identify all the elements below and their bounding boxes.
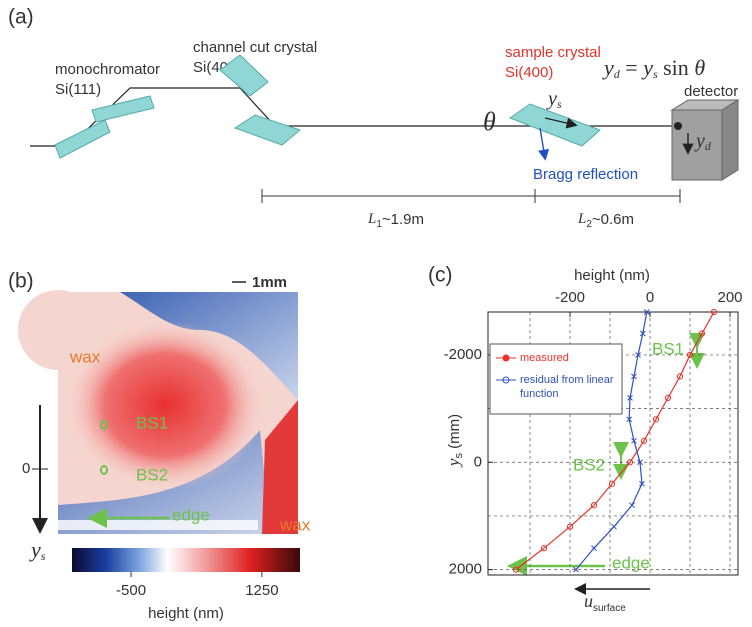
y-tick-label: -2000 — [444, 346, 482, 363]
sym: y — [641, 55, 653, 80]
legend-label: measured — [520, 351, 620, 365]
sym: sin — [658, 55, 695, 80]
y-tick-label: 2000 — [449, 561, 482, 578]
label: detector — [684, 83, 738, 100]
label: channel cut crystal — [193, 39, 317, 56]
annotation: BS1 — [652, 339, 684, 358]
sub: s — [41, 549, 46, 563]
label: monochromator — [55, 61, 160, 78]
sym: L — [577, 211, 586, 227]
sym: ~0.6m — [592, 211, 634, 228]
sym: ~1.9m — [382, 211, 424, 228]
sym: = — [620, 55, 643, 80]
point — [592, 546, 597, 551]
annotation: BS2 — [573, 455, 605, 474]
label: BS1 — [136, 413, 168, 432]
x-tick-label: -200 — [555, 289, 585, 306]
figure: (a) monochromator Si(111) channel cut cr… — [0, 0, 752, 627]
legend-label: residual from linear function — [520, 373, 620, 401]
crystal — [92, 96, 154, 122]
colorbar — [72, 548, 300, 572]
length: L2~0.6m — [577, 211, 634, 230]
label: wax — [69, 347, 101, 366]
equation: yd = ys sin θ — [602, 55, 705, 81]
panel-b: (b) 1mm wax BS1 BS2 edge wax 0 ys height… — [8, 270, 311, 622]
detector-hole — [674, 122, 682, 130]
edge-region — [58, 520, 258, 530]
theta: θ — [483, 107, 496, 136]
label: Si(111) — [55, 81, 101, 98]
crystal — [55, 120, 110, 158]
label: Bragg reflection — [533, 166, 638, 183]
sample-crystal — [510, 104, 600, 146]
length: L1~1.9m — [367, 211, 424, 230]
x-tick-label: 0 — [646, 289, 654, 306]
sub: surface — [593, 603, 626, 614]
x-axis-label: height (nm) — [574, 267, 650, 284]
sym: y — [602, 55, 614, 80]
zero: 0 — [22, 460, 30, 477]
sym: θ — [694, 55, 705, 80]
bragg-arrow — [540, 128, 545, 158]
sym: L — [367, 211, 376, 227]
ys: ys — [546, 88, 562, 111]
dimension — [262, 189, 680, 203]
label: sample crystal — [505, 44, 601, 61]
colorbar-tick-label: -500 — [116, 582, 146, 599]
sub: d — [705, 139, 712, 153]
panel-label: (a) — [8, 6, 34, 29]
point — [612, 524, 617, 529]
sym: y — [29, 537, 41, 562]
ys: ys — [29, 537, 46, 563]
x-tick-label: 200 — [717, 289, 742, 306]
panel-label: (b) — [8, 270, 34, 293]
panel-a: (a) monochromator Si(111) channel cut cr… — [8, 6, 738, 230]
point — [630, 503, 635, 508]
legend-marker — [503, 355, 509, 361]
crystal — [235, 115, 300, 145]
sub: s — [557, 97, 562, 111]
label: BS2 — [136, 465, 168, 484]
sym: y — [694, 130, 705, 152]
colorbar-label: height (nm) — [148, 605, 224, 622]
label: wax — [279, 515, 311, 534]
sym: u — [584, 591, 593, 611]
sym: y — [444, 458, 463, 468]
y-axis-label: ys (mm) — [444, 414, 465, 468]
colorbar-tick-label: 1250 — [245, 582, 278, 599]
annotation: usurface — [584, 591, 626, 614]
sym: (mm) — [446, 414, 463, 453]
label: Si(400) — [505, 64, 553, 81]
sym: y — [546, 88, 557, 110]
label: edge — [172, 505, 210, 524]
panel-label: (c) — [428, 264, 453, 287]
legend-item: residual from linear function — [520, 373, 620, 405]
panel-c: (c) height (nm) ys (mm) BS1 BS2 edge usu… — [428, 264, 743, 614]
scale: 1mm — [252, 274, 287, 291]
y-tick-label: 0 — [474, 453, 482, 470]
detector — [722, 100, 738, 180]
